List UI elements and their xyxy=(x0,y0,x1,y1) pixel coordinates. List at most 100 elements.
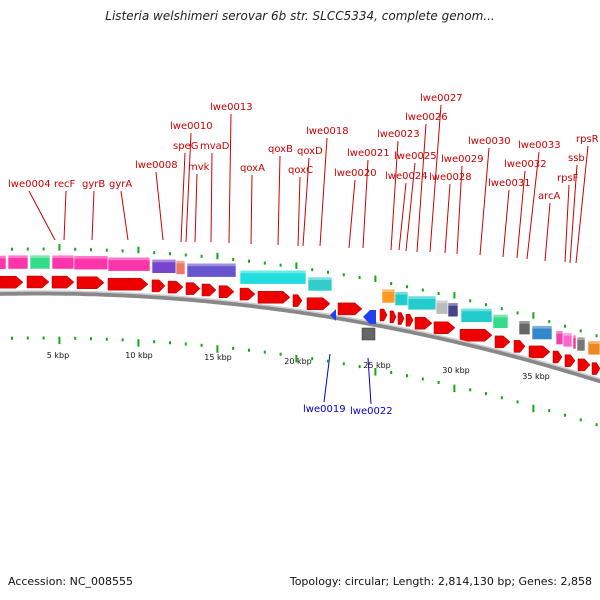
leader-line-lwe0013 xyxy=(228,113,232,244)
leader-line-qoxB xyxy=(277,155,281,246)
forward-gene-arrow-2 xyxy=(51,275,75,289)
feature-block-shine-0 xyxy=(0,255,6,259)
leader-line-rpsF xyxy=(564,184,570,263)
gene-label-lwe0021: lwe0021 xyxy=(347,148,390,159)
feature-block-shine-14 xyxy=(436,300,448,304)
gene-label-gyrB: gyrB xyxy=(82,179,105,190)
feature-block-shine-5 xyxy=(108,257,150,261)
feature-block-5 xyxy=(107,256,151,272)
feature-block-shine-22 xyxy=(573,335,576,338)
feature-block-21 xyxy=(562,332,573,348)
leader-line-qoxC xyxy=(297,176,301,247)
leader-line-lwe0032 xyxy=(516,170,526,259)
leader-line-lwe0029 xyxy=(456,165,463,255)
gene-label-lwe0029: lwe0029 xyxy=(441,154,484,165)
feature-block-1 xyxy=(7,254,29,270)
feature-block-shine-4 xyxy=(74,255,108,259)
gene-label-lwe0032: lwe0032 xyxy=(504,159,547,170)
forward-gene-arrow-14 xyxy=(337,302,363,316)
leader-line-mvk xyxy=(194,173,198,243)
feature-block-shine-8 xyxy=(187,263,236,267)
forward-gene-arrow-26 xyxy=(564,354,576,367)
gene-label-qoxA: qoxA xyxy=(240,163,265,174)
reverse-gene-arrow-lwe0022 xyxy=(363,310,376,324)
gene-label-lwe0030: lwe0030 xyxy=(468,136,511,147)
topology-summary: Topology: circular; Length: 2,814,130 bp… xyxy=(289,575,592,588)
gene-label-lwe0020: lwe0020 xyxy=(334,168,377,179)
gene-label-rpsR: rpsR xyxy=(576,134,599,145)
forward-gene-arrow-12 xyxy=(292,294,303,307)
feature-block-shine-23 xyxy=(577,337,585,340)
forward-gene-arrow-15 xyxy=(379,308,388,322)
feature-block-shine-12 xyxy=(395,291,408,295)
gene-label-mvk: mvk xyxy=(188,162,210,173)
gene-label-speG: speG xyxy=(173,141,198,152)
feature-block-shine-1 xyxy=(8,255,28,259)
gene-label-lwe0008: lwe0008 xyxy=(135,160,178,171)
genome-backbone xyxy=(0,290,600,384)
feature-block-shine-18 xyxy=(519,320,530,324)
gene-label-rpsF: rpsF xyxy=(557,173,579,184)
leader-line-recF xyxy=(63,190,67,241)
leader-line-ssb xyxy=(569,164,578,264)
gene-label-lwe0019: lwe0019 xyxy=(303,404,346,415)
leader-line-lwe0022 xyxy=(367,357,372,405)
leader-line-qoxD xyxy=(302,157,310,247)
feature-block-shine-15 xyxy=(448,302,458,306)
scale-label: 30 kbp xyxy=(442,366,470,375)
forward-gene-arrow-6 xyxy=(167,280,184,294)
feature-block-15 xyxy=(447,302,459,318)
feature-block-17 xyxy=(492,314,509,329)
gene-label-qoxC: qoxC xyxy=(288,165,313,176)
feature-block-shine-20 xyxy=(556,330,563,334)
feature-block-shine-16 xyxy=(461,308,492,312)
feature-block-shine-7 xyxy=(176,260,185,264)
leader-line-lwe0028 xyxy=(444,183,451,254)
gene-label-lwe0033: lwe0033 xyxy=(518,140,561,151)
leader-line-gyrA xyxy=(120,190,129,241)
leader-line-lwe0020 xyxy=(348,179,356,249)
leader-line-lwe0021 xyxy=(362,159,369,249)
gene-label-lwe0010: lwe0010 xyxy=(170,121,213,132)
gene-label-lwe0031: lwe0031 xyxy=(488,178,531,189)
feature-block-18 xyxy=(518,320,531,336)
forward-gene-arrow-4 xyxy=(107,277,149,291)
forward-gene-arrow-21 xyxy=(459,328,493,342)
feature-block-shine-3 xyxy=(52,255,74,259)
scale-label: 5 kbp xyxy=(47,351,69,360)
feature-block-shine-24 xyxy=(588,340,600,344)
leader-line-lwe0008 xyxy=(155,171,164,241)
reverse-feature-block xyxy=(361,327,376,341)
feature-block-shine-19 xyxy=(532,325,552,329)
gene-label-ssb: ssb xyxy=(568,153,585,164)
feature-block-shine-2 xyxy=(30,255,50,258)
scale-label: 15 kbp xyxy=(204,353,232,362)
forward-gene-arrow-1 xyxy=(26,275,50,289)
leader-line-lwe0026 xyxy=(416,123,427,253)
gene-label-lwe0022: lwe0022 xyxy=(350,406,393,417)
leader-line-lwe0033 xyxy=(526,151,540,260)
forward-gene-arrow-17 xyxy=(397,312,405,325)
feature-block-shine-21 xyxy=(563,332,572,336)
leader-line-lwe0025 xyxy=(405,162,416,252)
feature-block-shine-10 xyxy=(308,277,332,280)
forward-gene-arrow-16 xyxy=(389,310,397,324)
feature-block-24 xyxy=(587,340,600,356)
leader-line-lwe0018 xyxy=(319,137,328,247)
gene-label-lwe0028: lwe0028 xyxy=(429,172,472,183)
scale-label: 25 kbp xyxy=(363,361,391,370)
forward-gene-arrow-22 xyxy=(494,335,511,349)
gene-label-gyrA: gyrA xyxy=(109,179,132,190)
gene-label-lwe0018: lwe0018 xyxy=(306,126,349,137)
feature-block-shine-9 xyxy=(240,270,306,274)
forward-gene-arrow-7 xyxy=(185,282,201,295)
forward-gene-arrow-20 xyxy=(433,321,456,335)
forward-gene-arrow-10 xyxy=(239,287,256,301)
forward-gene-arrow-28 xyxy=(591,362,600,375)
feature-block-0 xyxy=(0,255,7,270)
feature-block-16 xyxy=(460,307,493,323)
scale-label: 35 kbp xyxy=(522,372,550,381)
leader-line-gyrB xyxy=(91,190,95,241)
scale-label: 10 kbp xyxy=(125,351,153,360)
genome-backbone-highlight xyxy=(0,290,600,380)
